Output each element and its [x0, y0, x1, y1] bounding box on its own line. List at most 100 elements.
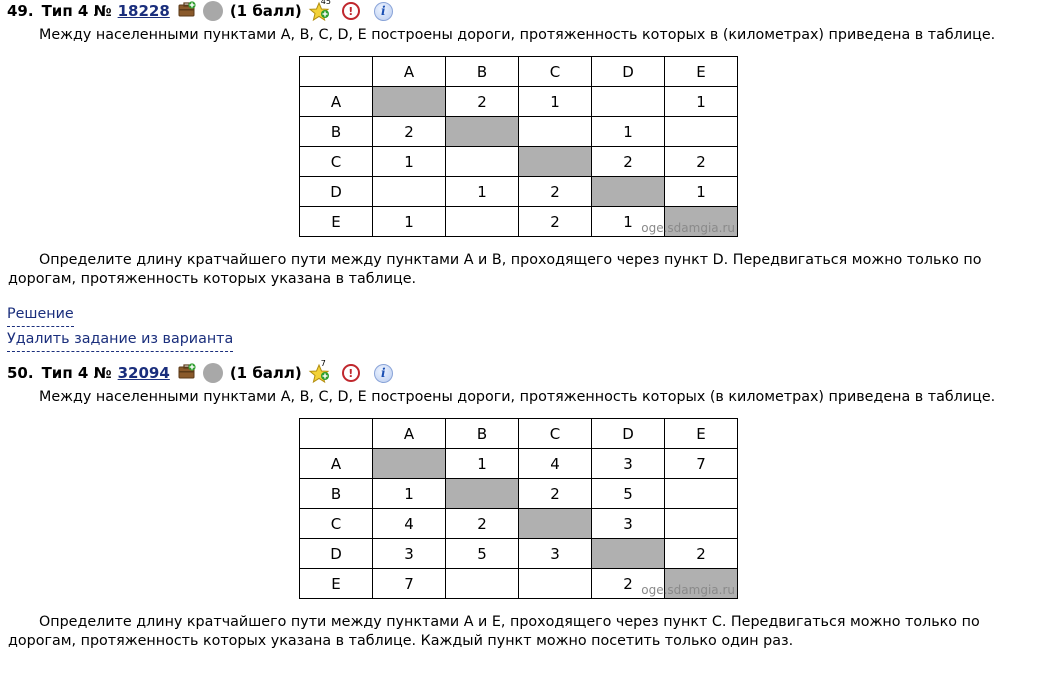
briefcase-plus-icon[interactable] — [178, 363, 196, 383]
table-header-cell: E — [664, 56, 738, 87]
table-cell-diagonal — [445, 478, 519, 509]
problem-type: Тип 4 № — [41, 2, 112, 20]
table-header-cell: E — [664, 418, 738, 449]
distance-table: A B C D E A 1 4 3 7 B 1 2 5 C 4 2 3 — [299, 418, 738, 599]
table-header-cell — [299, 418, 373, 449]
row-label: B — [299, 116, 373, 147]
table-row: A 1 4 3 7 — [299, 448, 738, 479]
table-cell — [445, 568, 519, 599]
problem-condition: Между населенными пунктами A, B, C, D, E… — [39, 27, 996, 43]
points-label: (1 балл) — [229, 2, 302, 20]
table-cell: 3 — [591, 448, 665, 479]
report-error-icon[interactable]: ! — [341, 2, 360, 20]
table-cell — [445, 146, 519, 177]
row-label: C — [299, 146, 373, 177]
row-label: E — [299, 206, 373, 237]
table-cell — [591, 86, 665, 117]
table-cell: 1 — [591, 116, 665, 147]
problem-header: 50. Тип 4 № 32094 (1 балл) 7 ! — [0, 359, 1060, 384]
table-cell — [664, 478, 738, 509]
table-cell — [664, 508, 738, 539]
cell-value: 1 — [623, 212, 633, 231]
remove-task-link[interactable]: Удалить задание из варианта — [7, 327, 234, 352]
table-cell: 1 — [664, 176, 738, 207]
problem-id-link[interactable]: 32094 — [117, 364, 170, 382]
table-cell: 2 — [518, 206, 592, 237]
table-header-cell: B — [445, 56, 519, 87]
row-label: D — [299, 176, 373, 207]
table-cell: 7 — [372, 568, 446, 599]
table-cell-diagonal — [591, 538, 665, 569]
report-error-icon[interactable]: ! — [341, 364, 360, 382]
table-header-row: A B C D E — [299, 418, 738, 449]
table-cell: 2 — [445, 508, 519, 539]
table-cell — [518, 116, 592, 147]
table-cell: 2 — [518, 176, 592, 207]
problem-task: Определите длину кратчайшего пути между … — [8, 614, 980, 649]
table-cell: 2 — [445, 86, 519, 117]
table-cell: 2 — [518, 478, 592, 509]
problem-links: Решение Удалить задание из варианта — [0, 302, 1060, 352]
table-cell: 4 — [372, 508, 446, 539]
table-cell: 5 — [445, 538, 519, 569]
table-cell: 1 — [372, 478, 446, 509]
distance-table: A B C D E A 2 1 1 B 2 1 C 1 2 2 — [299, 56, 738, 237]
table-cell — [445, 206, 519, 237]
table-cell-diagonal: oge.sdamgia.ru — [641, 568, 738, 599]
table-header-cell: D — [591, 418, 665, 449]
table-cell: 2 — [664, 538, 738, 569]
table-row: B 2 1 — [299, 116, 738, 147]
problem-50: 50. Тип 4 № 32094 (1 балл) 7 ! — [0, 359, 1060, 651]
table-row: D 3 5 3 2 — [299, 538, 738, 569]
table-cell: 2 — [591, 146, 665, 177]
table-cell: 4 — [518, 448, 592, 479]
info-icon[interactable]: i — [373, 1, 393, 21]
row-label: E — [299, 568, 373, 599]
table-header-cell: D — [591, 56, 665, 87]
row-label: D — [299, 538, 373, 569]
table-row: C 1 2 2 — [299, 146, 738, 177]
cell-value: 2 — [623, 574, 633, 593]
table-header-cell: C — [518, 56, 592, 87]
table-row: B 1 2 5 — [299, 478, 738, 509]
table-header-cell: B — [445, 418, 519, 449]
table-cell: 1 — [445, 176, 519, 207]
row-label: A — [299, 86, 373, 117]
problem-condition: Между населенными пунктами A, B, C, D, E… — [39, 389, 996, 405]
table-cell: 3 — [372, 538, 446, 569]
status-circle-icon[interactable] — [202, 363, 223, 383]
table-cell: 3 — [591, 508, 665, 539]
table-row: E 1 2 1 oge.sdamgia.ru — [299, 206, 738, 237]
table-cell: 2 — [372, 116, 446, 147]
table-header-cell: C — [518, 418, 592, 449]
problem-type: Тип 4 № — [41, 364, 112, 382]
problem-id-link[interactable]: 18228 — [117, 2, 170, 20]
table-cell: 3 — [518, 538, 592, 569]
points-label: (1 балл) — [229, 364, 302, 382]
solution-link[interactable]: Решение — [7, 302, 74, 327]
star-plus-icon[interactable]: 7 — [308, 359, 332, 384]
problem-number: 50. — [7, 364, 34, 382]
table-cell-diagonal — [372, 448, 446, 479]
problem-49: 49. Тип 4 № 18228 (1 балл) 45 ! — [0, 0, 1060, 352]
briefcase-plus-icon[interactable] — [178, 1, 196, 21]
table-cell-diagonal: oge.sdamgia.ru — [641, 206, 738, 237]
table-cell — [664, 116, 738, 147]
table-cell: 1 — [518, 86, 592, 117]
table-cell: 2 — [591, 568, 665, 599]
table-cell — [372, 176, 446, 207]
row-label: A — [299, 448, 373, 479]
star-count: 45 — [320, 0, 331, 6]
table-cell-diagonal — [518, 508, 592, 539]
info-icon[interactable]: i — [373, 363, 393, 383]
table-cell: 1 — [445, 448, 519, 479]
table-cell-diagonal — [591, 176, 665, 207]
table-header-row: A B C D E — [299, 56, 738, 87]
star-plus-icon[interactable]: 45 — [308, 0, 332, 22]
status-circle-icon[interactable] — [202, 1, 223, 21]
table-cell: 1 — [372, 206, 446, 237]
table-cell: 1 — [664, 86, 738, 117]
table-header-cell: A — [372, 418, 446, 449]
table-row: A 2 1 1 — [299, 86, 738, 117]
table-cell-diagonal — [372, 86, 446, 117]
